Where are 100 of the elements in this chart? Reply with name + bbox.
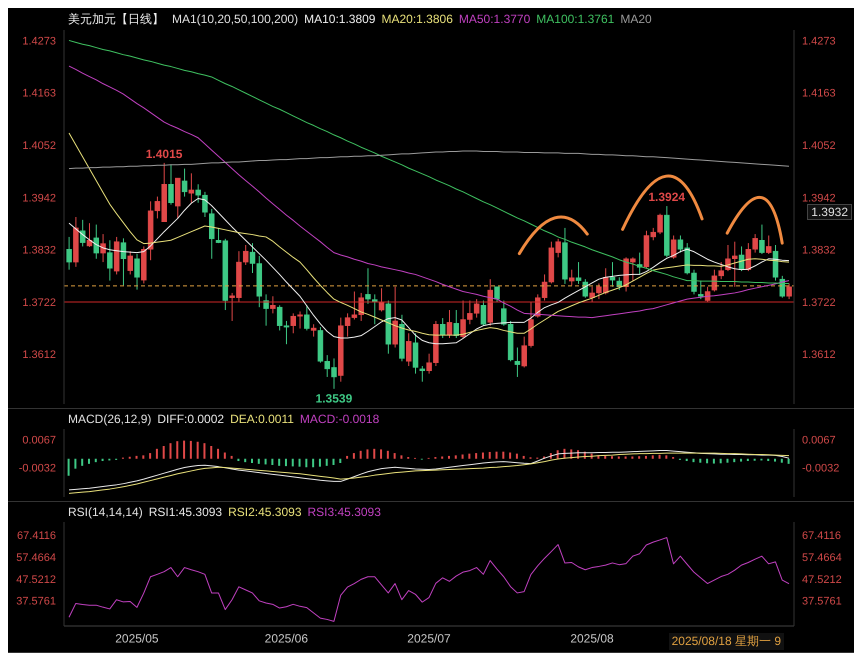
y-tick-label: 1.3832 <box>22 244 56 257</box>
candlestick <box>392 286 398 348</box>
y-tick-label: 1.3612 <box>22 349 56 362</box>
legend-title: MA1(10,20,50,100,200) <box>172 12 298 26</box>
bar <box>271 458 274 465</box>
y-tick-label: 1.4052 <box>22 140 56 152</box>
bar <box>394 453 396 459</box>
candlestick <box>127 250 133 275</box>
bar <box>665 455 668 459</box>
candlestick <box>80 219 86 247</box>
annotation: 1.3539 <box>316 391 353 406</box>
bar <box>142 455 144 459</box>
candlestick <box>120 238 126 286</box>
candlestick <box>670 235 676 260</box>
bar <box>305 458 308 468</box>
y-tick-label: 1.4273 <box>22 35 56 48</box>
candlestick <box>698 280 704 300</box>
y2-tick-label: 1.4273 <box>802 35 836 48</box>
bar <box>258 458 260 464</box>
bar <box>611 456 613 459</box>
text: DIFF:0.0002 <box>157 412 224 426</box>
bar <box>706 458 708 464</box>
candlestick <box>440 318 446 339</box>
text: DEA:0.0011 <box>230 412 294 426</box>
candlestick <box>263 294 269 326</box>
bar <box>230 456 233 459</box>
y2-tick-label: 1.4163 <box>802 88 836 100</box>
annotation: 1.3924 <box>648 190 686 204</box>
legend-label: RSI1:45.3093 <box>148 505 222 519</box>
bar <box>264 458 267 464</box>
bar <box>373 448 376 459</box>
bar <box>604 456 606 459</box>
candlestick <box>94 224 100 260</box>
candlestick <box>610 262 616 288</box>
bar <box>176 441 178 459</box>
bar <box>74 458 76 469</box>
bar <box>509 452 512 459</box>
bar <box>81 458 84 466</box>
bar <box>326 458 328 466</box>
candlestick <box>514 347 520 378</box>
bar <box>462 454 464 459</box>
bar <box>475 453 478 459</box>
bar <box>454 455 457 459</box>
bar <box>624 456 627 459</box>
candlestick <box>188 172 194 204</box>
y-tick-label: 1.4163 <box>22 88 56 100</box>
y-tick-label: 37.5761 <box>16 596 56 608</box>
y2-tick-label: 1.4052 <box>802 140 836 152</box>
candlestick <box>365 268 371 304</box>
bar <box>298 458 301 467</box>
x-tick-label: 2025/05 <box>115 632 159 646</box>
bar <box>522 456 525 459</box>
y2-tick-label: 0.0067 <box>802 434 836 447</box>
y-tick-label: 1.3722 <box>22 296 56 309</box>
bar <box>638 456 640 459</box>
bar <box>68 458 70 476</box>
bar <box>352 453 355 459</box>
bar <box>652 455 654 459</box>
bar <box>196 442 199 459</box>
chart-title: 美元加元【日线】 <box>68 12 164 26</box>
bar <box>136 456 138 459</box>
text: MA100:1.3761 <box>536 12 614 26</box>
candlestick <box>406 332 412 367</box>
bar <box>468 454 470 459</box>
legend-label: RSI2:45.3093 <box>228 505 302 519</box>
candlestick <box>738 246 744 272</box>
x-tick-label: 2025/08 <box>570 632 614 646</box>
line-series <box>68 150 790 170</box>
y2-tick-label: 37.5761 <box>802 596 842 608</box>
text: 2025/08/18 星期一 9 <box>668 633 784 650</box>
bar <box>339 458 342 463</box>
bar <box>156 448 158 459</box>
candlestick <box>100 234 106 263</box>
bar <box>217 448 220 459</box>
text: MA20 <box>620 12 652 26</box>
bar <box>448 456 450 459</box>
candlestick <box>66 236 72 270</box>
bar <box>380 449 382 459</box>
x-tick-label: 2025/06 <box>264 632 308 646</box>
candlestick <box>168 164 174 206</box>
candlestick <box>304 304 310 331</box>
y2-tick-label: -0.0032 <box>802 462 840 475</box>
candlestick <box>568 269 574 286</box>
x-tick-label: 2025/07 <box>407 632 452 646</box>
candlestick <box>107 240 113 282</box>
bar <box>618 456 620 459</box>
bar <box>488 452 491 459</box>
bar <box>712 458 715 464</box>
candlestick <box>480 300 486 326</box>
bar <box>346 456 348 459</box>
bar <box>88 458 90 464</box>
bar <box>183 440 186 459</box>
line-series <box>68 66 790 318</box>
bar <box>278 458 280 466</box>
candlestick <box>786 282 792 300</box>
bar <box>210 446 212 459</box>
candlestick <box>86 222 92 248</box>
y-tick-label: 57.4664 <box>16 552 56 564</box>
candlestick <box>270 296 276 314</box>
bar <box>441 456 444 459</box>
